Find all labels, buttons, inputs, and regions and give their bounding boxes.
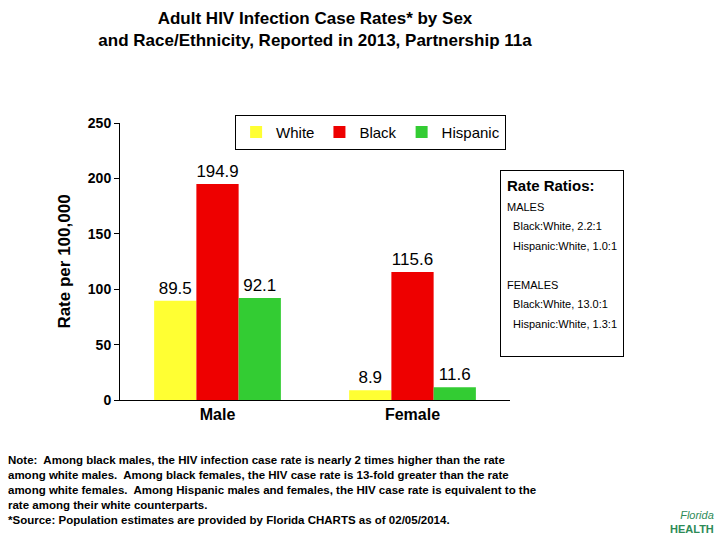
svg-text:Female: Female [385,406,440,423]
svg-text:Black: Black [359,124,396,141]
svg-text:115.6: 115.6 [392,250,433,269]
svg-text:Hispanic: Hispanic [442,124,500,141]
svg-text:White: White [276,124,314,141]
svg-text:11.6: 11.6 [439,365,471,384]
svg-text:92.1: 92.1 [243,276,276,295]
svg-text:0: 0 [103,392,111,408]
svg-text:50: 50 [96,337,112,353]
svg-text:200: 200 [88,170,112,186]
svg-text:89.5: 89.5 [159,279,192,298]
svg-text:Note: Among black males, the: Note: Among black males, the HIV infecti… [8,454,536,526]
svg-text:194.9: 194.9 [196,162,238,181]
svg-text:250: 250 [88,115,112,131]
svg-text:150: 150 [88,226,112,242]
svg-text:Male: Male [200,406,236,423]
svg-text:100: 100 [88,281,112,297]
svg-text:Rate per 100,000: Rate per 100,000 [55,194,74,328]
svg-text:Rate Ratios:MALES Black:White: Rate Ratios:MALES Black:White, 2.2:1 His… [507,177,617,350]
svg-text:8.9: 8.9 [358,368,382,387]
svg-text:Adult HIV Infection Case Rates: Adult HIV Infection Case Rates* by Sexan… [98,9,532,50]
svg-text:FloridaHEALTH: FloridaHEALTH [670,509,714,535]
